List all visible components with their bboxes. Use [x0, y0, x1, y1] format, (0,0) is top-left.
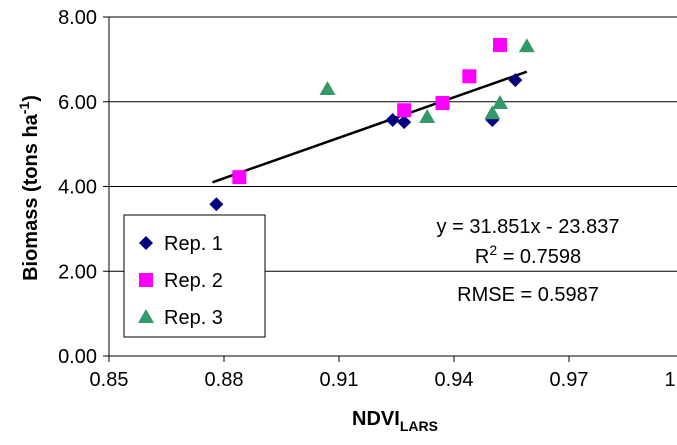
- r-squared: R2 = 0.7598: [475, 242, 581, 268]
- legend-label: Rep. 3: [164, 307, 223, 329]
- y-tick-label: 8.00: [58, 7, 97, 29]
- x-tick-label: 0.88: [205, 369, 244, 391]
- x-label-sub: LARS: [400, 418, 438, 434]
- x-tick-label: 0.85: [90, 369, 129, 391]
- equation: y = 31.851x - 23.837: [437, 216, 620, 238]
- x-tick-label: 1.00: [665, 369, 677, 391]
- marker-square: [493, 37, 507, 52]
- marker-square: [435, 96, 450, 111]
- marker-diamond: [209, 197, 224, 212]
- legend-marker: [139, 273, 153, 287]
- marker-diamond: [385, 112, 400, 127]
- legend-label: Rep. 2: [164, 270, 223, 292]
- legend-marker: [139, 236, 153, 250]
- y-tick-label: 6.00: [58, 92, 97, 114]
- marker-square: [462, 69, 477, 84]
- r2-rest: = 0.7598: [497, 246, 581, 268]
- marker-diamond: [397, 115, 412, 130]
- marker-square: [397, 103, 412, 118]
- r2-main: R: [475, 246, 489, 268]
- y-tick-label: 4.00: [58, 177, 97, 199]
- r2-sup: 2: [489, 242, 497, 258]
- x-label-main: NDVI: [352, 408, 400, 430]
- trendline: [212, 70, 528, 184]
- marker-triangle: [319, 81, 336, 96]
- y-label-end: ): [20, 95, 42, 102]
- marker-square: [232, 170, 247, 185]
- marker-triangle: [419, 109, 436, 124]
- marker-triangle: [518, 38, 535, 53]
- x-tick-label: 0.97: [550, 369, 589, 391]
- x-tick-label: 0.91: [320, 369, 359, 391]
- marker-triangle: [492, 95, 508, 110]
- legend-label: Rep. 1: [164, 233, 223, 255]
- y-label-main: Biomass (tons ha: [20, 113, 42, 281]
- marker-triangle: [484, 105, 501, 120]
- x-tick-label: 0.94: [435, 369, 474, 391]
- y-axis-label: Biomass (tons ha-1): [16, 95, 42, 281]
- marker-diamond: [508, 73, 523, 88]
- rmse: RMSE = 0.5987: [457, 284, 599, 306]
- legend-marker: [138, 309, 154, 323]
- y-tick-label: 2.00: [58, 261, 97, 283]
- y-tick-label: 0.00: [58, 346, 97, 368]
- x-axis-label: NDVILARS: [352, 408, 438, 434]
- y-label-sup: -1: [16, 102, 32, 115]
